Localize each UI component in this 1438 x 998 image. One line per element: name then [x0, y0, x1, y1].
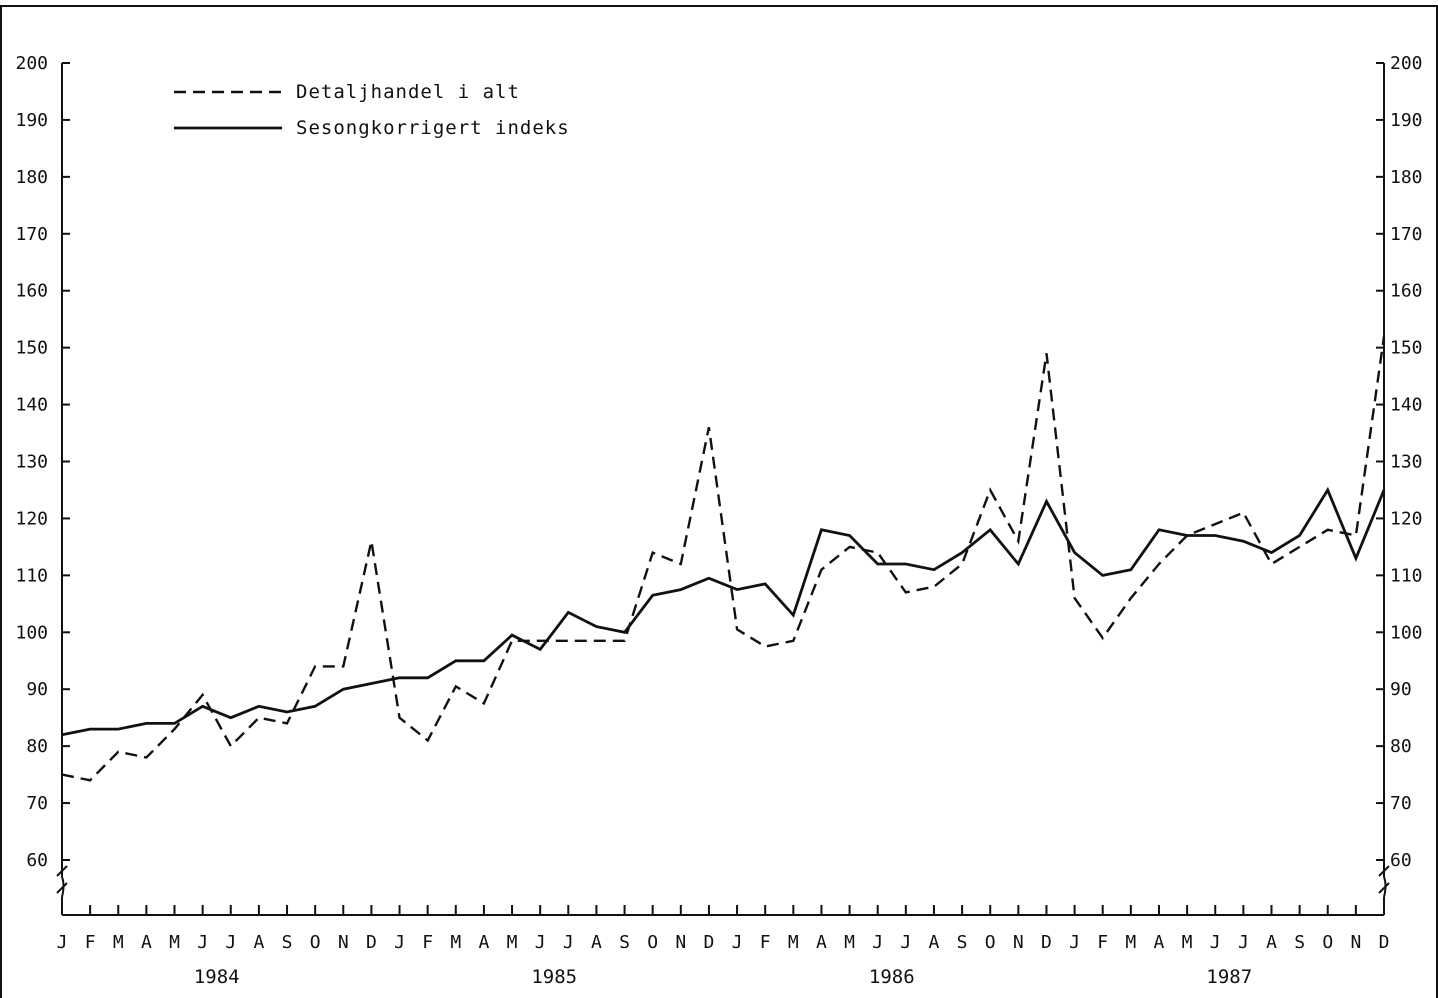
- month-label: J: [197, 932, 208, 953]
- right-y-tick-label: 150: [1390, 338, 1423, 359]
- right-y-tick-label: 60: [1390, 850, 1412, 871]
- legend-label: Detaljhandel i alt: [296, 81, 520, 103]
- month-label: A: [1266, 932, 1277, 953]
- right-y-tick-label: 110: [1390, 565, 1423, 586]
- right-y-tick-label: 190: [1390, 110, 1423, 131]
- right-y-tick-label: 120: [1390, 508, 1423, 529]
- month-label: A: [478, 932, 489, 953]
- left-y-tick-label: 120: [15, 508, 48, 529]
- month-label: M: [113, 932, 124, 953]
- month-label: A: [141, 932, 152, 953]
- month-label: O: [647, 932, 658, 953]
- legend: Detaljhandel i alt Sesongkorrigert indeks: [174, 81, 570, 139]
- month-label: S: [619, 932, 630, 953]
- left-y-tick-label: 200: [15, 53, 48, 74]
- month-label: O: [985, 932, 996, 953]
- left-y-tick-label: 110: [15, 565, 48, 586]
- left-y-tick-label: 80: [26, 736, 48, 757]
- left-y-tick-label: 140: [15, 395, 48, 416]
- month-label: M: [1182, 932, 1193, 953]
- month-label: A: [816, 932, 827, 953]
- right-y-tick-label: 140: [1390, 395, 1423, 416]
- month-label: O: [310, 932, 321, 953]
- month-label: N: [1350, 932, 1361, 953]
- left-y-tick-label: 90: [26, 679, 48, 700]
- month-label: J: [563, 932, 574, 953]
- left-y-tick-label: 70: [26, 793, 48, 814]
- chart-frame: [0, 5, 1438, 998]
- month-label: J: [1210, 932, 1221, 953]
- month-label: A: [1154, 932, 1165, 953]
- month-label: D: [1379, 932, 1390, 953]
- month-label: J: [732, 932, 743, 953]
- axes: 60 60 70 70 80 80 90 90 100 100 110 110 120 120 130 130…: [15, 53, 1422, 988]
- month-label: J: [225, 932, 236, 953]
- right-y-tick-label: 80: [1390, 736, 1412, 757]
- month-label: A: [929, 932, 940, 953]
- month-label: F: [85, 932, 96, 953]
- month-label: F: [422, 932, 433, 953]
- left-y-tick-label: 170: [15, 224, 48, 245]
- right-y-tick-label: 100: [1390, 622, 1423, 643]
- month-label: N: [338, 932, 349, 953]
- month-label: D: [704, 932, 715, 953]
- month-label: D: [1041, 932, 1052, 953]
- month-label: S: [957, 932, 968, 953]
- year-label: 1986: [869, 966, 915, 988]
- right-y-tick-label: 180: [1390, 167, 1423, 188]
- month-label: N: [675, 932, 686, 953]
- year-label: 1984: [194, 966, 240, 988]
- month-label: J: [57, 932, 68, 953]
- month-label: J: [1238, 932, 1249, 953]
- right-y-tick-label: 70: [1390, 793, 1412, 814]
- detaljhandel-series-line: [61, 336, 1386, 782]
- month-label: S: [1294, 932, 1305, 953]
- month-label: M: [169, 932, 180, 953]
- left-y-tick-label: 160: [15, 281, 48, 302]
- month-label: J: [872, 932, 883, 953]
- month-label: J: [1069, 932, 1080, 953]
- month-label: S: [282, 932, 293, 953]
- left-y-tick-label: 150: [15, 338, 48, 359]
- month-label: F: [1097, 932, 1108, 953]
- right-y-tick-label: 170: [1390, 224, 1423, 245]
- month-label: M: [788, 932, 799, 953]
- left-y-tick-label: 180: [15, 167, 48, 188]
- right-y-tick-label: 200: [1390, 53, 1423, 74]
- right-y-tick-label: 160: [1390, 281, 1423, 302]
- month-label: A: [591, 932, 602, 953]
- right-y-tick-label: 90: [1390, 679, 1412, 700]
- left-axis-break-curve: [61, 876, 65, 898]
- left-y-tick-label: 130: [15, 452, 48, 473]
- month-label: J: [535, 932, 546, 953]
- right-axis-break-curve: [1383, 876, 1387, 898]
- right-y-tick-label: 130: [1390, 452, 1423, 473]
- left-y-tick-label: 100: [15, 622, 48, 643]
- month-label: M: [844, 932, 855, 953]
- month-label: O: [1322, 932, 1333, 953]
- left-y-tick-label: 60: [26, 850, 48, 871]
- left-y-tick-label: 190: [15, 110, 48, 131]
- series-lines: [61, 336, 1386, 782]
- month-label: J: [900, 932, 911, 953]
- month-label: N: [1013, 932, 1024, 953]
- left-axis-break-mark: [56, 865, 68, 894]
- year-label: 1987: [1206, 966, 1252, 988]
- month-label: D: [366, 932, 377, 953]
- month-label: A: [253, 932, 264, 953]
- month-label: M: [1125, 932, 1136, 953]
- month-label: M: [450, 932, 461, 953]
- month-label: M: [507, 932, 518, 953]
- right-axis-break-mark: [1378, 865, 1390, 894]
- month-label: J: [394, 932, 405, 953]
- sesongkorrigert-series-line: [61, 486, 1386, 737]
- year-label: 1985: [531, 966, 577, 988]
- legend-label: Sesongkorrigert indeks: [296, 117, 570, 139]
- month-label: F: [760, 932, 771, 953]
